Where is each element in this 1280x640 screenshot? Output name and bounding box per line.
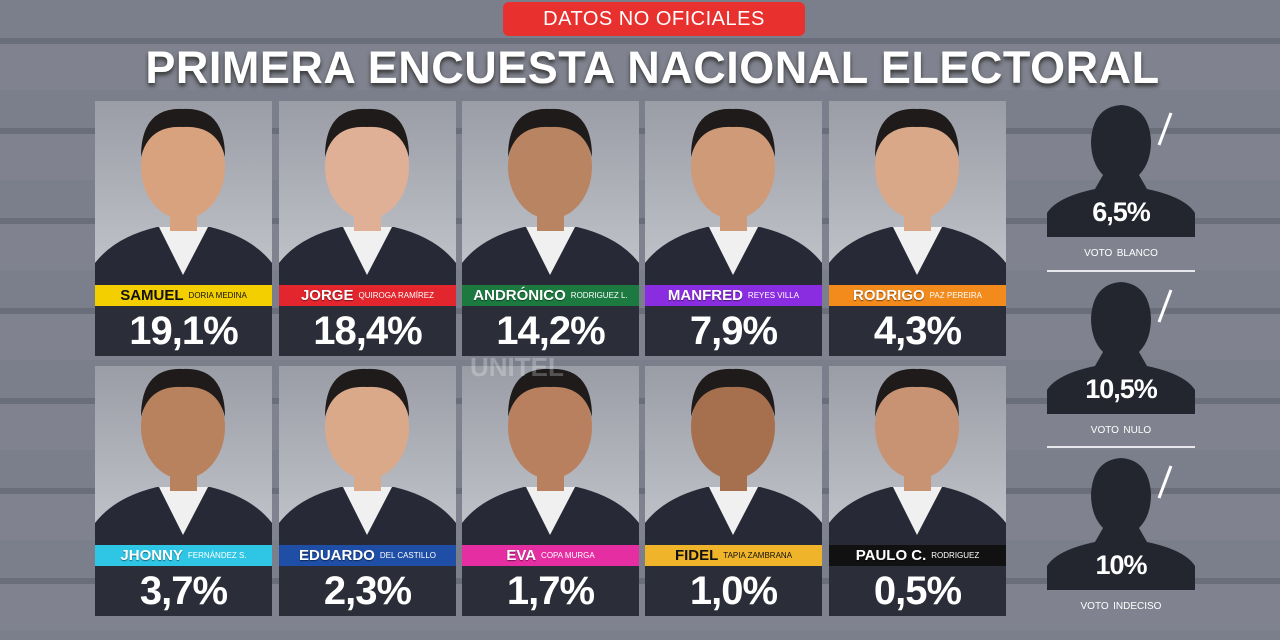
name-bar: SAMUEL DORIA MEDINA <box>95 285 272 306</box>
photo-frame <box>95 101 272 290</box>
other-result: 10% <box>1095 550 1147 580</box>
name-bar: PAULO C. RODRIGUEZ <box>829 545 1006 566</box>
photo-frame <box>279 366 456 550</box>
first-name: FIDEL <box>674 547 719 564</box>
name-bar: FIDEL TAPIA ZAMBRANA <box>645 545 822 566</box>
other-vote: 10,5% VOTO NULO <box>1047 282 1195 442</box>
candidate-card: RODRIGO PAZ PEREIRA 4,3% <box>829 101 1006 356</box>
first-name: ANDRÓNICO <box>473 287 566 304</box>
last-name: REYES VILLA <box>747 291 800 300</box>
photo-frame <box>829 101 1006 290</box>
result: 3,7% <box>95 566 272 616</box>
result: 0,5% <box>829 566 1006 616</box>
last-name: TAPIA ZAMBRANA <box>723 551 793 560</box>
photo <box>462 366 639 545</box>
last-name: QUIROGA RAMÍREZ <box>358 291 435 300</box>
photo <box>95 366 272 545</box>
result: 7,9% <box>645 306 822 356</box>
photo <box>462 101 639 285</box>
photo <box>829 366 1006 545</box>
last-name: RODRIGUEZ <box>931 551 980 560</box>
divider <box>1047 446 1195 448</box>
divider <box>1047 270 1195 272</box>
last-name: DEL CASTILLO <box>379 551 436 560</box>
photo <box>279 366 456 545</box>
result: 2,3% <box>279 566 456 616</box>
silhouette <box>1047 458 1195 590</box>
last-name: FERNÁNDEZ S. <box>187 551 247 560</box>
banner: DATOS NO OFICIALES <box>503 2 805 36</box>
candidate-card: SAMUEL DORIA MEDINA 19,1% <box>95 101 272 356</box>
label-sub: BLANCO <box>1116 248 1158 259</box>
first-name: JORGE <box>300 287 354 304</box>
candidate-card: MANFRED REYES VILLA 7,9% <box>645 101 822 356</box>
first-name: EVA <box>506 547 537 564</box>
first-name: JHONNY <box>120 547 183 564</box>
candidate-card: JHONNY FERNÁNDEZ S. 3,7% <box>95 366 272 616</box>
other-label: VOTO INDECISO <box>1047 596 1195 614</box>
result: 1,0% <box>645 566 822 616</box>
label-sub: NULO <box>1123 425 1152 436</box>
candidate-card: EDUARDO DEL CASTILLO 2,3% <box>279 366 456 616</box>
label-main: VOTO <box>1090 425 1119 436</box>
silhouette <box>1047 105 1195 237</box>
photo-frame <box>462 101 639 290</box>
other-result: 6,5% <box>1092 197 1151 227</box>
silhouette <box>1047 282 1195 414</box>
candidate-card: EVA COPA MURGA 1,7% <box>462 366 639 616</box>
candidate-card: ANDRÓNICO RODRIGUEZ L. 14,2% <box>462 101 639 356</box>
other-vote: 10% VOTO INDECISO <box>1047 458 1195 618</box>
title: PRIMERA ENCUESTA NACIONAL ELECTORAL <box>145 42 1160 93</box>
photo-frame <box>462 366 639 550</box>
label-main: VOTO <box>1080 601 1109 612</box>
photo-frame <box>645 101 822 290</box>
label-sub: INDECISO <box>1113 601 1162 612</box>
candidate-card: PAULO C. RODRIGUEZ 0,5% <box>829 366 1006 616</box>
photo <box>829 101 1006 285</box>
result: 18,4% <box>279 306 456 356</box>
photo <box>279 101 456 285</box>
other-result: 10,5% <box>1085 374 1158 404</box>
photo <box>645 101 822 285</box>
first-name: RODRIGO <box>853 287 925 304</box>
last-name: PAZ PEREIRA <box>929 291 982 300</box>
other-label: VOTO BLANCO <box>1047 243 1195 261</box>
photo <box>95 101 272 285</box>
last-name: COPA MURGA <box>541 551 595 560</box>
photo-frame <box>279 101 456 290</box>
first-name: MANFRED <box>667 287 743 304</box>
candidate-card: JORGE QUIROGA RAMÍREZ 18,4% <box>279 101 456 356</box>
name-bar: EDUARDO DEL CASTILLO <box>279 545 456 566</box>
watermark: UNITEL <box>470 352 564 382</box>
name-bar: MANFRED REYES VILLA <box>645 285 822 306</box>
photo-frame <box>95 366 272 550</box>
name-bar: JHONNY FERNÁNDEZ S. <box>95 545 272 566</box>
photo <box>645 366 822 545</box>
name-bar: ANDRÓNICO RODRIGUEZ L. <box>462 285 639 306</box>
photo-frame <box>829 366 1006 550</box>
other-vote: 6,5% VOTO BLANCO <box>1047 105 1195 265</box>
name-bar: JORGE QUIROGA RAMÍREZ <box>279 285 456 306</box>
result: 4,3% <box>829 306 1006 356</box>
first-name: PAULO C. <box>855 547 927 564</box>
last-name: DORIA MEDINA <box>188 291 247 300</box>
photo-frame <box>645 366 822 550</box>
first-name: EDUARDO <box>298 547 375 564</box>
candidate-card: FIDEL TAPIA ZAMBRANA 1,0% <box>645 366 822 616</box>
result: 1,7% <box>462 566 639 616</box>
name-bar: EVA COPA MURGA <box>462 545 639 566</box>
first-name: SAMUEL <box>120 287 184 304</box>
last-name: RODRIGUEZ L. <box>570 291 628 300</box>
name-bar: RODRIGO PAZ PEREIRA <box>829 285 1006 306</box>
label-main: VOTO <box>1084 248 1113 259</box>
result: 19,1% <box>95 306 272 356</box>
result: 14,2% <box>462 306 639 356</box>
other-label: VOTO NULO <box>1047 420 1195 438</box>
